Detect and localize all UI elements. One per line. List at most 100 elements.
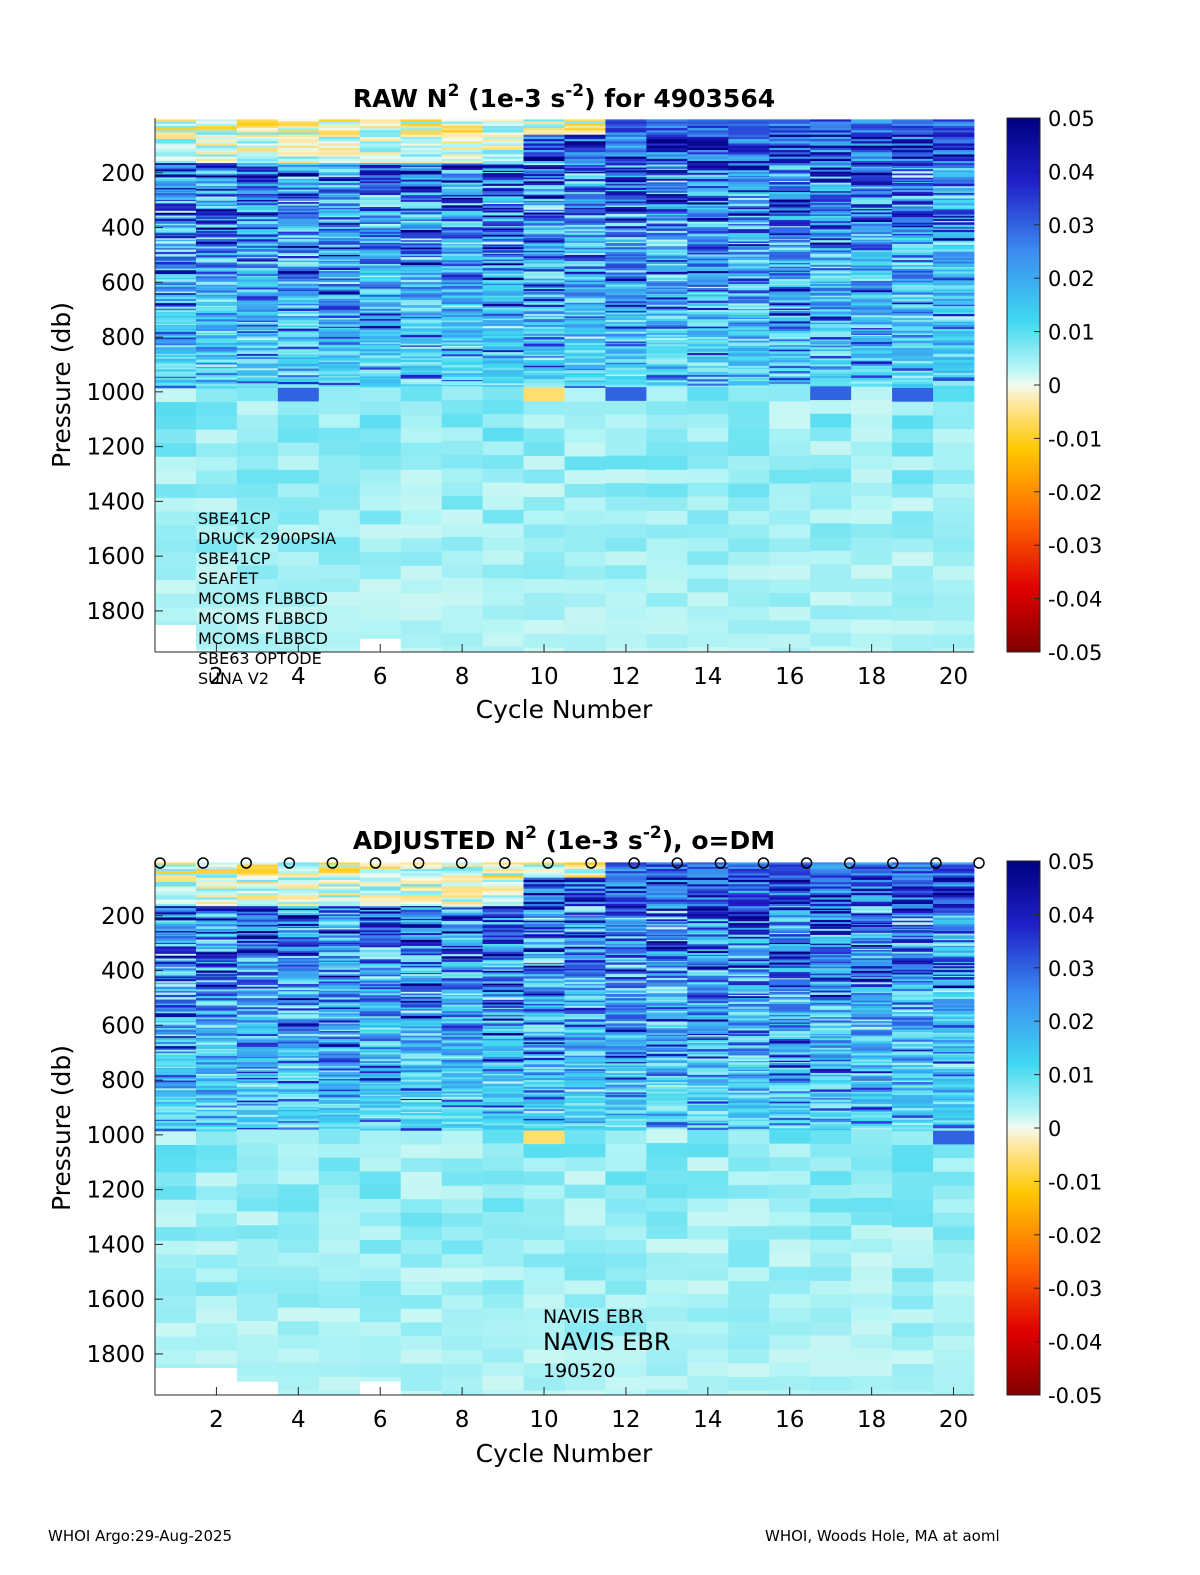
heatmap-cell xyxy=(195,991,238,994)
heatmap-cell xyxy=(646,348,688,352)
heatmap-cell xyxy=(318,875,361,879)
heatmap-cell xyxy=(195,195,238,197)
heatmap-cell xyxy=(892,289,934,291)
heatmap-cell xyxy=(564,160,606,164)
heatmap-cell xyxy=(892,217,934,220)
heatmap-cell xyxy=(277,1035,320,1039)
heatmap-cell xyxy=(769,212,811,215)
heatmap-cell xyxy=(769,139,811,142)
heatmap-cell xyxy=(728,190,770,193)
heatmap-cell xyxy=(646,223,688,225)
heatmap-cell xyxy=(769,357,811,361)
heatmap-cell xyxy=(482,293,524,297)
heatmap-cell xyxy=(155,1048,197,1051)
colorbar-tick-label: 0.02 xyxy=(1048,267,1095,291)
heatmap-cell xyxy=(769,593,811,608)
heatmap-cell xyxy=(155,497,197,512)
heatmap-cell xyxy=(933,150,975,153)
heatmap-cell xyxy=(605,192,647,195)
heatmap-cell xyxy=(810,180,852,184)
heatmap-cell xyxy=(646,415,688,430)
heatmap-cell xyxy=(605,179,647,181)
heatmap-cell xyxy=(687,234,729,237)
heatmap-cell xyxy=(769,132,811,136)
heatmap-cell xyxy=(195,940,238,943)
heatmap-cell xyxy=(236,372,279,375)
heatmap-cell xyxy=(892,246,934,249)
heatmap-cell xyxy=(155,377,197,381)
heatmap-cell xyxy=(236,1062,279,1065)
heatmap-cell xyxy=(933,198,975,201)
heatmap-cell xyxy=(195,908,238,912)
heatmap-cell xyxy=(564,470,606,485)
heatmap-cell xyxy=(400,340,443,343)
heatmap-cell xyxy=(482,141,524,144)
heatmap-cell xyxy=(605,305,647,308)
heatmap-cell xyxy=(769,176,811,179)
heatmap-cell xyxy=(277,281,320,285)
heatmap-cell xyxy=(236,350,279,353)
heatmap-cell xyxy=(441,1108,483,1111)
raw-title-sup-a: 2 xyxy=(448,81,460,101)
heatmap-cell xyxy=(810,227,852,230)
heatmap-cell xyxy=(933,283,975,286)
heatmap-cell xyxy=(236,986,279,990)
heatmap-cell xyxy=(236,871,279,874)
heatmap-cell xyxy=(482,209,524,212)
heatmap-cell xyxy=(195,378,238,381)
heatmap-cell xyxy=(646,284,688,287)
heatmap-cell xyxy=(236,1052,279,1056)
heatmap-cell xyxy=(236,249,279,253)
heatmap-cell xyxy=(318,249,361,252)
heatmap-cell xyxy=(482,864,524,868)
heatmap-cell xyxy=(359,343,402,346)
heatmap-cell xyxy=(482,202,524,205)
heatmap-cell xyxy=(441,400,483,415)
heatmap-cell xyxy=(441,909,483,912)
heatmap-cell xyxy=(523,935,565,937)
heatmap-cell xyxy=(523,320,565,323)
heatmap-cell xyxy=(523,606,565,621)
heatmap-cell xyxy=(646,579,688,594)
heatmap-cell xyxy=(769,380,811,383)
heatmap-cell xyxy=(892,372,934,375)
heatmap-cell xyxy=(769,331,811,334)
heatmap-cell xyxy=(851,163,893,165)
heatmap-cell xyxy=(359,920,402,923)
heatmap-cell xyxy=(482,1018,524,1022)
heatmap-cell xyxy=(155,994,197,998)
heatmap-cell xyxy=(482,455,524,470)
heatmap-cell xyxy=(851,223,893,227)
heatmap-cell xyxy=(810,385,852,387)
heatmap-cell xyxy=(155,893,197,896)
heatmap-cell xyxy=(728,289,770,292)
heatmap-cell xyxy=(646,593,688,608)
heatmap-cell xyxy=(441,972,483,975)
heatmap-cell xyxy=(155,228,197,231)
heatmap-cell xyxy=(810,191,852,193)
heatmap-cell xyxy=(728,173,770,176)
heatmap-cell xyxy=(441,1052,483,1056)
heatmap-cell xyxy=(155,254,197,257)
heatmap-cell xyxy=(359,186,402,190)
heatmap-cell xyxy=(851,338,893,340)
heatmap-cell xyxy=(400,143,443,147)
heatmap-cell xyxy=(277,256,320,259)
heatmap-cell xyxy=(482,482,524,497)
heatmap-cell xyxy=(441,370,483,374)
heatmap-cell xyxy=(400,1130,443,1145)
heatmap-cell xyxy=(646,322,688,325)
heatmap-cell xyxy=(195,635,238,650)
heatmap-cell xyxy=(277,386,320,389)
heatmap-cell xyxy=(892,183,934,185)
heatmap-cell xyxy=(359,1240,402,1255)
heatmap-cell xyxy=(441,1254,483,1269)
heatmap-cell xyxy=(155,169,197,172)
heatmap-cell xyxy=(236,866,279,870)
heatmap-cell xyxy=(441,996,483,999)
heatmap-cell xyxy=(318,884,361,887)
heatmap-cell xyxy=(769,368,811,371)
heatmap-cell xyxy=(851,365,893,368)
heatmap-cell xyxy=(236,944,279,947)
heatmap-cell xyxy=(236,1034,279,1037)
